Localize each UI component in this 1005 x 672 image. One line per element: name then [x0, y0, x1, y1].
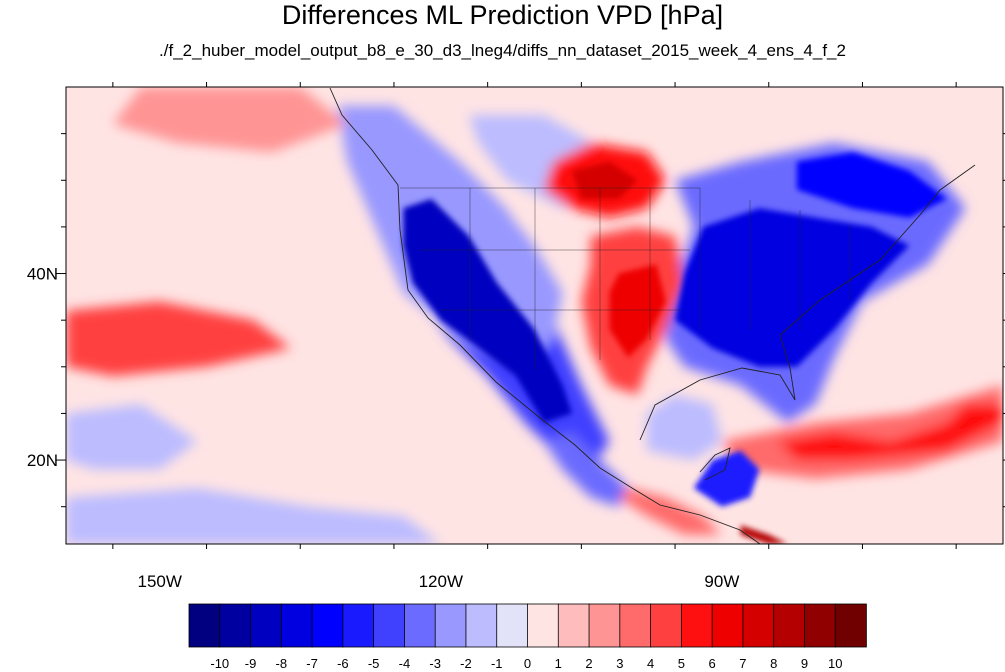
anomaly-gulf-negative [646, 394, 722, 461]
colorbar: -10 -9 -8 -7 -6 -5 -4 -3 -2 -1 0 1 2 3 4 5 6 7 8 9 10 [188, 603, 867, 671]
colorbar-swatch [588, 603, 621, 648]
colorbar-label: -2 [460, 656, 472, 671]
colorbar-label: -9 [245, 656, 257, 671]
colorbar-swatch [465, 603, 498, 648]
colorbar-swatch [434, 603, 467, 648]
anomaly-south-pacific-negative [66, 488, 441, 544]
anomaly-mexico-negative [543, 432, 629, 507]
colorbar-swatch [280, 603, 313, 648]
x-tick-label: 90W [704, 572, 739, 591]
anomaly-atlantic-positive-core [778, 404, 1003, 461]
colorbar-label: 5 [678, 656, 685, 671]
colorbar-swatch [527, 603, 560, 648]
colorbar-label: -5 [368, 656, 380, 671]
colorbar-label: 4 [647, 656, 654, 671]
colorbar-label: 8 [770, 656, 777, 671]
anomaly-eastern-us-negative-core [675, 208, 910, 367]
colorbar-label: -3 [429, 656, 441, 671]
y-tick-label: 40N [27, 265, 58, 284]
north-america-coastline [329, 87, 976, 544]
map-frame [65, 86, 1004, 545]
colorbar-label: 3 [616, 656, 623, 671]
colorbar-swatch [742, 603, 775, 648]
colorbar-label: -8 [276, 656, 288, 671]
anomaly-plains-positive-core [609, 264, 666, 358]
anomaly-yucatan-positive [618, 488, 722, 535]
colorbar-swatch [342, 603, 375, 648]
chart-subtitle: ./f_2_huber_model_output_b8_e_30_d3_lneg… [159, 41, 846, 60]
anomaly-hawaii-negative [66, 404, 198, 470]
colorbar-swatch [650, 603, 683, 648]
colorbar-label: 9 [801, 656, 808, 671]
colorbar-swatch [311, 603, 344, 648]
coastline-outline [329, 87, 976, 544]
colorbar-swatch [373, 603, 406, 648]
chart-title: Differences ML Prediction VPD [hPa] [281, 0, 724, 30]
state-borders [400, 187, 851, 370]
anomaly-central-america-negative [693, 450, 760, 507]
colorbar-label: 2 [585, 656, 592, 671]
colorbar-swatch [711, 603, 744, 648]
axis-ticks: 150W 120W 90W 20N 40N [27, 82, 1005, 591]
colorbar-swatch [619, 603, 652, 648]
colorbar-label: 6 [709, 656, 716, 671]
colorbar-label: -10 [210, 656, 229, 671]
colorbar-swatch [834, 603, 867, 648]
anomaly-western-us-negative-core [403, 198, 572, 423]
colorbar-swatch [680, 603, 713, 648]
y-tick-label: 20N [27, 451, 58, 470]
colorbar-label: 1 [555, 656, 562, 671]
colorbar-swatch [496, 603, 529, 648]
colorbar-swatch [188, 603, 221, 648]
x-tick-label: 120W [419, 572, 463, 591]
colorbar-label: -6 [337, 656, 349, 671]
colorbar-swatch [219, 603, 252, 648]
x-tick-label: 150W [137, 572, 181, 591]
anomaly-field [66, 87, 1003, 544]
colorbar-label: 0 [524, 656, 531, 671]
anomaly-north-pacific-positive [112, 87, 348, 153]
colorbar-label: 10 [828, 656, 842, 671]
colorbar-label: 7 [739, 656, 746, 671]
colorbar-label: -4 [399, 656, 411, 671]
colorbar-swatch [557, 603, 590, 648]
anomaly-central-america-positive-core [740, 525, 788, 544]
anomaly-canada-east-negative-core [796, 152, 947, 218]
colorbar-swatch [250, 603, 283, 648]
colorbar-swatch [773, 603, 806, 648]
colorbar-swatch [404, 603, 436, 648]
colorbar-label: -7 [306, 656, 318, 671]
colorbar-swatch [804, 603, 837, 648]
anomaly-pacific-positive-band [66, 301, 291, 377]
colorbar-label: -1 [491, 656, 503, 671]
anomaly-dakotas-positive-core [572, 161, 638, 199]
